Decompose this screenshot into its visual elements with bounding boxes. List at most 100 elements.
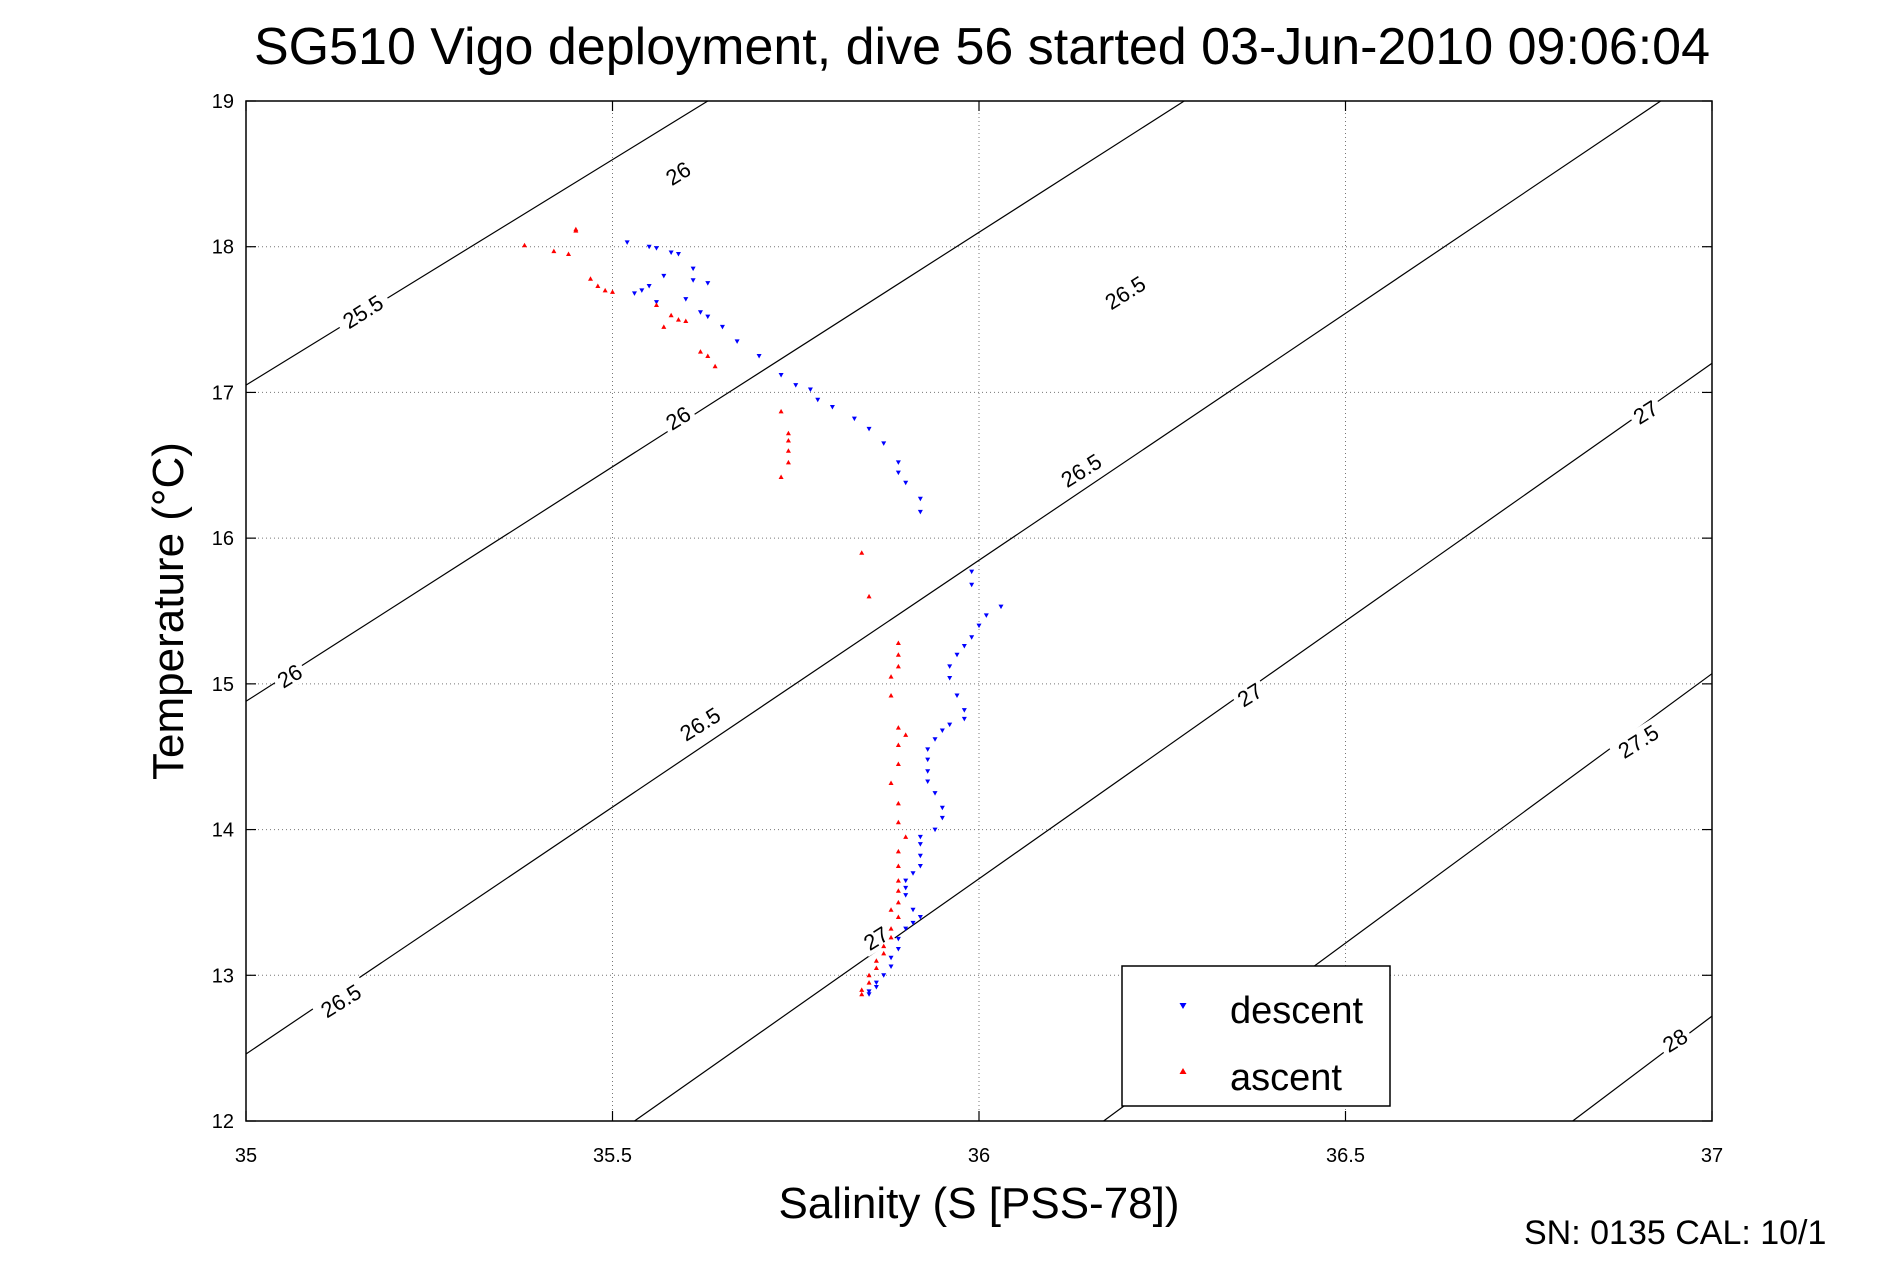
descent-point [646, 284, 652, 289]
ascent-point [873, 958, 879, 963]
ascent-point [712, 363, 718, 369]
legend-descent-marker [1179, 1003, 1187, 1009]
descent-point [925, 769, 931, 774]
descent-point [961, 643, 967, 649]
ascent-point [602, 287, 608, 293]
ascent-point [778, 474, 784, 479]
contour-label: 26.5 [1094, 267, 1156, 318]
contour-label-text: 27 [1233, 678, 1267, 712]
contour-label-bg [669, 698, 731, 749]
descent-point [903, 893, 909, 898]
descent-point [881, 973, 887, 978]
x-tick-label: 36 [968, 1145, 990, 1167]
descent-point [976, 623, 982, 629]
ascent-point [697, 349, 703, 354]
ascent-point [903, 732, 909, 737]
descent-point [631, 291, 637, 296]
descent-point [683, 297, 689, 302]
ascent-point [895, 800, 901, 806]
contour-label: 25.5 [332, 286, 393, 337]
data-points [522, 226, 1004, 997]
descent-point [807, 387, 813, 393]
descent-point [895, 947, 901, 952]
descent-point [690, 266, 696, 272]
contour-label-bg [1050, 445, 1112, 496]
contour-label: 27 [1625, 393, 1666, 431]
descent-point [895, 460, 901, 465]
contour-label-text: 27 [1629, 395, 1663, 429]
ascent-point [683, 318, 689, 324]
ascent-point [522, 242, 528, 248]
descent-point [983, 613, 989, 618]
descent-point [888, 964, 894, 970]
ascent-point [588, 276, 594, 281]
descent-point [969, 582, 975, 588]
descent-point [954, 693, 960, 699]
descent-point [903, 878, 909, 884]
descent-point [639, 288, 645, 293]
legend-box [1121, 965, 1391, 1107]
ascent-point [661, 324, 667, 329]
ascent-point [866, 593, 872, 599]
legend-descent-label: descent [1230, 990, 1364, 1032]
ascent-point [653, 302, 659, 307]
y-tick-label: 13 [212, 965, 234, 987]
descent-point [690, 278, 696, 283]
descent-point [653, 300, 659, 305]
y-tick-label: 17 [212, 382, 234, 404]
contour-line [245, 100, 709, 386]
descent-point [903, 885, 909, 891]
contour-label: 26.5 [310, 975, 371, 1026]
descent-point [866, 426, 872, 432]
contour-label-bg [855, 919, 896, 957]
contour-line [634, 362, 1713, 1122]
descent-point [932, 737, 938, 742]
y-tick-label: 16 [212, 528, 234, 550]
contour-label-text: 27 [859, 921, 893, 955]
descent-point [947, 722, 953, 728]
descent-point [917, 509, 923, 515]
contour-label-text: 26 [661, 401, 695, 435]
contour-label-bg [658, 154, 698, 192]
descent-point [888, 955, 894, 961]
ascent-point [551, 248, 557, 254]
ascent-point [881, 950, 887, 956]
descent-point [903, 926, 909, 932]
contour-line [245, 100, 1185, 702]
descent-point [646, 244, 652, 250]
ascent-point [888, 934, 894, 940]
descent-point [866, 992, 872, 997]
ascent-point [903, 834, 909, 839]
descent-point [881, 441, 887, 446]
descent-point [873, 984, 879, 990]
ascent-point [895, 725, 901, 730]
y-tick-label: 12 [212, 1111, 234, 1133]
descent-point [917, 496, 923, 502]
descent-point [954, 652, 960, 658]
ascent-point [895, 899, 901, 905]
footer-serial-cal: SN: 0135 CAL: 10/1 [1524, 1214, 1826, 1252]
ascent-point [895, 914, 901, 919]
contour-line [1572, 1015, 1713, 1122]
contour-label-bg [1625, 393, 1666, 431]
ascent-point [778, 408, 784, 414]
descent-point [917, 915, 923, 920]
descent-point [866, 989, 872, 994]
y-tick-label: 15 [212, 674, 234, 696]
ascent-point [785, 430, 791, 436]
descent-point [910, 871, 916, 876]
contour-label-bg [310, 975, 371, 1026]
x-tick-label: 36.5 [1326, 1145, 1365, 1167]
descent-point [697, 310, 703, 315]
descent-point [829, 405, 835, 410]
axis-ticks: 35 35.5 36 36.5 37 12 13 14 15 16 17 18 19 [212, 91, 1723, 1167]
ascent-point [785, 438, 791, 443]
ascent-point [866, 980, 872, 985]
descent-point [778, 372, 784, 378]
descent-point [961, 716, 967, 722]
ascent-point [866, 972, 872, 978]
descent-point [851, 416, 857, 422]
descent-point [947, 676, 953, 681]
